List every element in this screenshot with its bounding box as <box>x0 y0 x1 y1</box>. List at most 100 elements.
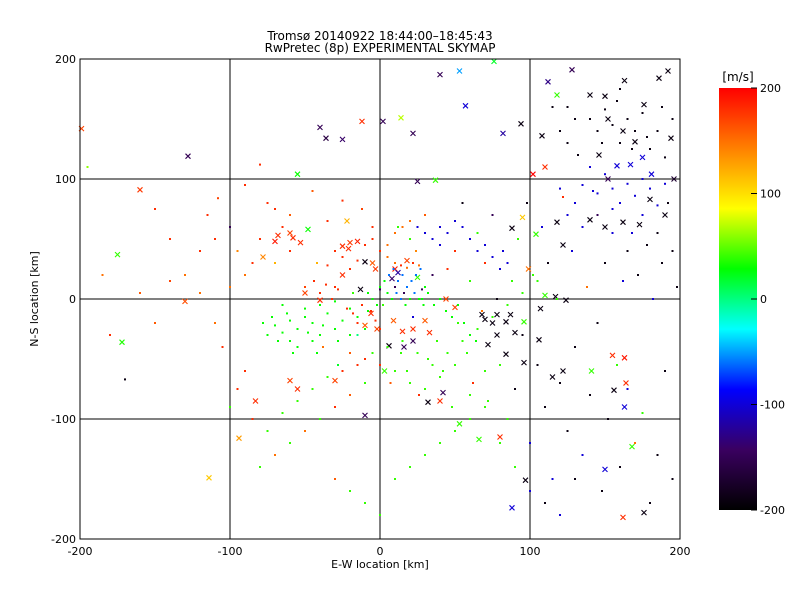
dot-marker <box>400 298 402 300</box>
dot-marker <box>566 214 569 216</box>
dot-marker <box>529 490 531 492</box>
dot-marker <box>277 340 279 342</box>
cross-marker <box>372 266 379 272</box>
cross-marker <box>362 322 368 329</box>
cross-marker <box>345 245 352 252</box>
cross-marker <box>410 130 416 137</box>
dot-marker <box>514 388 516 390</box>
dot-marker <box>304 430 306 432</box>
cross-marker <box>344 218 350 224</box>
dot-marker <box>421 288 423 291</box>
dot-marker <box>319 334 321 336</box>
dot-marker <box>484 262 486 264</box>
cross-marker <box>437 71 443 78</box>
dot-marker <box>371 298 374 300</box>
cross-marker <box>602 466 608 473</box>
cross-marker <box>476 436 482 443</box>
dot-marker <box>406 266 408 269</box>
dot-marker <box>484 406 486 408</box>
dot-marker <box>379 288 381 291</box>
cross-marker <box>294 171 301 178</box>
dot-marker <box>476 232 479 234</box>
dot-marker <box>352 312 354 315</box>
cross-marker <box>404 257 410 264</box>
dot-marker <box>325 283 327 286</box>
dot-marker <box>581 184 584 186</box>
dot-marker <box>334 300 336 303</box>
dot-marker <box>311 190 314 192</box>
dot-marker <box>341 319 344 322</box>
dot-marker <box>364 328 366 330</box>
dot-marker <box>664 370 666 372</box>
dot-marker <box>281 226 284 228</box>
dot-marker <box>581 226 584 228</box>
dot-marker <box>656 454 659 456</box>
dot-marker <box>649 502 651 504</box>
dot-marker <box>154 208 156 210</box>
dot-marker <box>394 262 396 264</box>
dot-marker <box>559 187 561 190</box>
dot-marker <box>616 100 618 102</box>
cross-marker <box>536 336 542 343</box>
y-tick-label: -200 <box>51 533 76 546</box>
dot-marker <box>574 478 576 480</box>
dot-marker <box>649 187 651 190</box>
cross-marker <box>521 359 527 366</box>
dot-marker <box>566 430 569 432</box>
dot-marker <box>259 163 261 166</box>
dot-marker <box>334 328 336 330</box>
dot-marker <box>406 286 408 288</box>
colorbar-tick-label: -200 <box>760 504 785 517</box>
cross-marker <box>620 128 626 134</box>
dot-marker <box>431 238 434 240</box>
dot-marker <box>517 238 519 240</box>
dot-marker <box>491 256 494 258</box>
dot-marker <box>289 340 291 342</box>
dot-marker <box>461 226 464 228</box>
y-axis-label: N-S location [km] <box>28 251 41 347</box>
dot-marker <box>506 262 509 264</box>
cross-marker <box>347 239 353 246</box>
cross-marker <box>611 387 617 394</box>
dot-marker <box>619 142 621 144</box>
dot-marker <box>589 166 591 168</box>
cross-marker <box>537 305 544 312</box>
dot-marker <box>611 124 614 126</box>
cross-marker <box>410 326 416 332</box>
dot-marker <box>364 502 366 504</box>
cross-marker <box>395 269 401 276</box>
dot-marker <box>641 214 644 216</box>
cross-marker <box>641 509 647 516</box>
dot-marker <box>379 286 381 288</box>
dot-marker <box>341 370 344 372</box>
dot-marker <box>601 142 603 144</box>
dot-marker <box>521 292 524 294</box>
x-axis-label: E-W location [km] <box>331 558 429 571</box>
dot-marker <box>487 400 489 402</box>
dot-marker <box>667 202 669 204</box>
cross-marker <box>252 398 259 404</box>
dot-marker <box>656 130 659 132</box>
chart-subtitle: RwPretec (8p) EXPERIMENTAL SKYMAP <box>265 41 496 55</box>
cross-marker <box>509 225 515 232</box>
dot-marker <box>646 244 648 246</box>
dot-marker <box>311 388 314 390</box>
dot-marker <box>319 304 321 306</box>
dot-marker <box>604 173 606 176</box>
dot-marker <box>566 106 569 108</box>
cross-marker <box>620 219 626 226</box>
dot-marker <box>400 352 402 354</box>
dot-marker <box>349 394 351 396</box>
dot-marker <box>334 478 336 480</box>
dot-marker <box>499 442 501 444</box>
cross-marker <box>639 154 646 161</box>
dot-marker <box>364 382 366 384</box>
dot-marker <box>367 292 369 294</box>
dot-marker <box>446 268 449 270</box>
dot-marker <box>469 334 471 336</box>
dot-marker <box>631 232 633 234</box>
dot-marker <box>281 304 284 306</box>
cross-marker <box>369 260 376 266</box>
dot-marker <box>496 298 498 300</box>
dot-marker <box>154 322 156 324</box>
